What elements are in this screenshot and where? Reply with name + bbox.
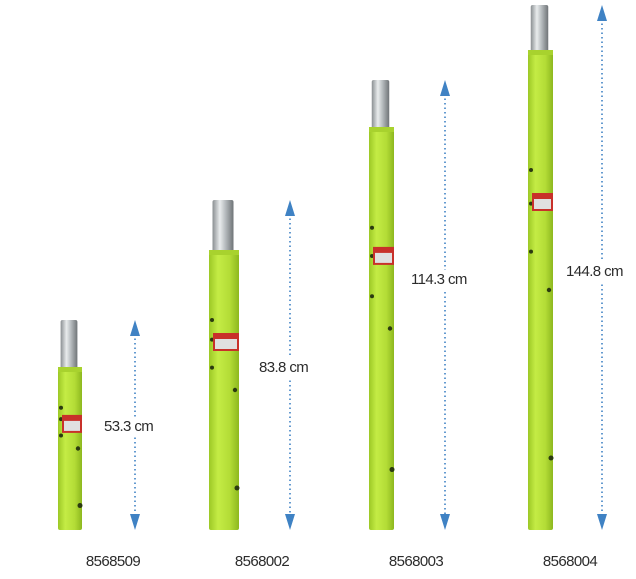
arrow-head xyxy=(285,514,295,530)
pin-hole xyxy=(75,446,81,451)
length-label: 83.8 cm xyxy=(259,359,308,376)
length-label: 53.3 cm xyxy=(104,418,153,435)
pin-hole xyxy=(210,365,214,370)
arrow-head xyxy=(597,514,607,530)
pin-hole xyxy=(232,387,238,393)
pin-hole xyxy=(548,455,554,461)
label-backing xyxy=(564,262,636,282)
outer-tube xyxy=(528,50,553,530)
pin-hole xyxy=(77,503,83,509)
warning-stripe xyxy=(63,415,81,421)
collar xyxy=(528,50,553,55)
outer-tube xyxy=(209,250,239,530)
pin-hole xyxy=(370,294,374,299)
inner-tube xyxy=(530,5,549,54)
collar xyxy=(58,367,82,372)
pin-hole xyxy=(529,249,533,254)
pin-hole xyxy=(370,225,374,230)
length-label: 114.3 cm xyxy=(411,271,467,288)
outer-tube xyxy=(369,127,394,530)
label-backing xyxy=(257,358,329,378)
pin-hole xyxy=(210,318,214,322)
arrow-head xyxy=(130,320,140,336)
part-number: 8568004 xyxy=(543,553,597,570)
inner-tube xyxy=(60,320,78,371)
pin-hole xyxy=(59,405,63,410)
part-number: 8568509 xyxy=(86,553,140,570)
warning-stripe xyxy=(374,247,393,253)
arrow-head xyxy=(285,200,295,216)
inner-tube xyxy=(371,80,390,131)
length-label: 144.8 cm xyxy=(566,263,623,280)
warning-stripe xyxy=(533,194,552,199)
collar xyxy=(209,250,239,255)
collar xyxy=(369,127,394,132)
arrow-head xyxy=(440,80,450,96)
part-number: 8568003 xyxy=(389,553,443,570)
pin-hole xyxy=(234,485,240,491)
arrow-head xyxy=(597,5,607,21)
arrow-head xyxy=(440,514,450,530)
label-backing xyxy=(102,417,174,437)
poles: 53.3 cm 8568509 83.8 cm 8568002 114.3 cm 8568… xyxy=(58,5,636,570)
pin-hole xyxy=(389,467,395,473)
arrow-head xyxy=(130,514,140,530)
warning-stripe xyxy=(214,334,238,339)
part-number: 8568002 xyxy=(235,553,289,570)
pin-hole xyxy=(59,433,63,438)
inner-tube xyxy=(212,200,234,254)
label-backing xyxy=(409,270,481,290)
pin-hole xyxy=(546,287,552,293)
pin-hole xyxy=(387,326,393,331)
pin-hole xyxy=(529,168,533,172)
outer-tube xyxy=(58,367,82,530)
